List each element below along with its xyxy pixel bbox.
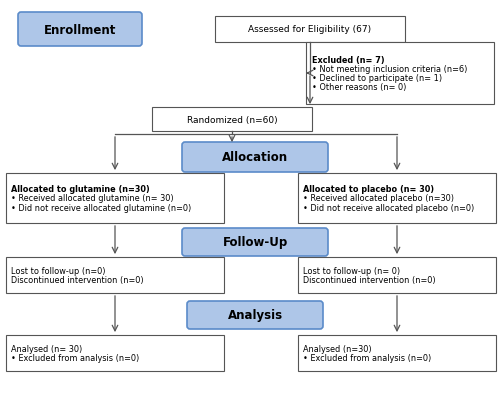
Text: Excluded (n= 7): Excluded (n= 7) — [312, 55, 384, 65]
FancyBboxPatch shape — [298, 174, 496, 224]
Text: • Did not receive allocated placebo (n=0): • Did not receive allocated placebo (n=0… — [303, 203, 474, 212]
FancyBboxPatch shape — [215, 17, 405, 43]
Text: Randomized (n=60): Randomized (n=60) — [186, 115, 278, 124]
Text: Discontinued intervention (n=0): Discontinued intervention (n=0) — [303, 275, 436, 284]
Text: Assessed for Eligibility (67): Assessed for Eligibility (67) — [248, 26, 372, 34]
Text: • Other reasons (n= 0): • Other reasons (n= 0) — [312, 83, 406, 92]
FancyBboxPatch shape — [6, 257, 224, 293]
FancyBboxPatch shape — [298, 335, 496, 371]
Text: • Not meeting inclusion criteria (n=6): • Not meeting inclusion criteria (n=6) — [312, 65, 468, 74]
FancyBboxPatch shape — [152, 108, 312, 132]
Text: • Received allocated glutamine (n= 30): • Received allocated glutamine (n= 30) — [11, 194, 173, 203]
Text: Analysed (n= 30): Analysed (n= 30) — [11, 344, 82, 353]
Text: Allocation: Allocation — [222, 151, 288, 164]
FancyBboxPatch shape — [6, 335, 224, 371]
Text: Lost to follow-up (n= 0): Lost to follow-up (n= 0) — [303, 266, 400, 275]
Text: • Excluded from analysis (n=0): • Excluded from analysis (n=0) — [11, 353, 139, 362]
Text: Discontinued intervention (n=0): Discontinued intervention (n=0) — [11, 275, 143, 284]
FancyBboxPatch shape — [6, 174, 224, 224]
FancyBboxPatch shape — [182, 228, 328, 256]
Text: • Received allocated placebo (n=30): • Received allocated placebo (n=30) — [303, 194, 454, 203]
Text: Follow-Up: Follow-Up — [222, 236, 288, 249]
Text: Allocated to placebo (n= 30): Allocated to placebo (n= 30) — [303, 185, 434, 194]
FancyBboxPatch shape — [187, 301, 323, 329]
FancyBboxPatch shape — [182, 143, 328, 173]
Text: Analysed (n=30): Analysed (n=30) — [303, 344, 372, 353]
Text: Enrollment: Enrollment — [44, 23, 116, 36]
Text: • Excluded from analysis (n=0): • Excluded from analysis (n=0) — [303, 353, 431, 362]
FancyBboxPatch shape — [18, 13, 142, 47]
FancyBboxPatch shape — [298, 257, 496, 293]
Text: • Declined to participate (n= 1): • Declined to participate (n= 1) — [312, 74, 442, 83]
Text: Analysis: Analysis — [228, 309, 282, 322]
Text: Allocated to glutamine (n=30): Allocated to glutamine (n=30) — [11, 185, 150, 194]
Text: Lost to follow-up (n=0): Lost to follow-up (n=0) — [11, 266, 106, 275]
FancyBboxPatch shape — [306, 43, 494, 105]
Text: • Did not receive allocated glutamine (n=0): • Did not receive allocated glutamine (n… — [11, 203, 191, 212]
